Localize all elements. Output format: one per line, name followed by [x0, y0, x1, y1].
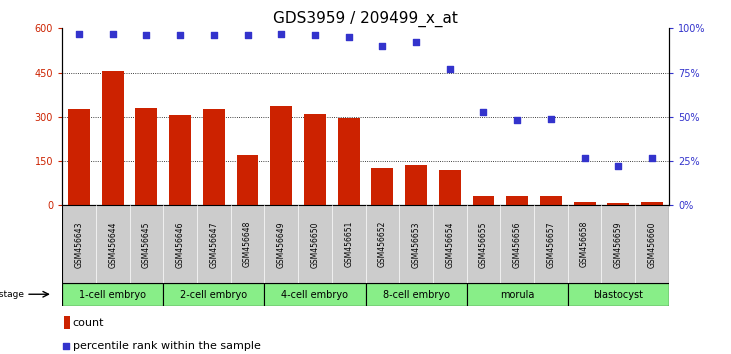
Point — [174, 33, 186, 38]
Text: GSM456653: GSM456653 — [412, 221, 420, 268]
Bar — [540, 196, 562, 205]
Text: count: count — [73, 318, 105, 328]
Text: percentile rank within the sample: percentile rank within the sample — [73, 341, 261, 351]
Bar — [439, 170, 461, 205]
Point — [60, 343, 72, 348]
Point — [444, 66, 455, 72]
Point — [208, 33, 219, 38]
Text: 2-cell embryo: 2-cell embryo — [181, 290, 247, 300]
Bar — [366, 283, 466, 306]
Point — [579, 155, 591, 160]
Text: morula: morula — [500, 290, 534, 300]
Bar — [371, 169, 393, 205]
Text: GSM456649: GSM456649 — [277, 221, 286, 268]
Point — [613, 164, 624, 169]
Bar — [265, 283, 366, 306]
Bar — [163, 283, 265, 306]
Text: GSM456647: GSM456647 — [209, 221, 219, 268]
Bar — [641, 202, 663, 205]
Bar — [405, 166, 427, 205]
Bar — [102, 71, 124, 205]
Text: GSM456644: GSM456644 — [108, 221, 117, 268]
Bar — [466, 283, 568, 306]
Text: GSM456645: GSM456645 — [142, 221, 151, 268]
Text: GSM456648: GSM456648 — [243, 221, 252, 268]
Bar — [135, 108, 157, 205]
Bar — [338, 118, 360, 205]
Text: development stage: development stage — [0, 290, 23, 299]
Text: GSM456657: GSM456657 — [546, 221, 556, 268]
Bar — [270, 107, 292, 205]
Bar — [472, 196, 494, 205]
Text: GSM456651: GSM456651 — [344, 221, 353, 268]
Bar — [237, 155, 259, 205]
Point — [477, 109, 489, 114]
Text: GSM456643: GSM456643 — [75, 221, 83, 268]
Bar — [64, 316, 70, 329]
Point — [107, 31, 118, 36]
Text: GSM456659: GSM456659 — [614, 221, 623, 268]
Title: GDS3959 / 209499_x_at: GDS3959 / 209499_x_at — [273, 11, 458, 27]
Text: GSM456646: GSM456646 — [175, 221, 185, 268]
Text: GSM456654: GSM456654 — [445, 221, 454, 268]
Bar — [568, 283, 669, 306]
Point — [140, 33, 152, 38]
Text: GSM456656: GSM456656 — [512, 221, 522, 268]
Text: 8-cell embryo: 8-cell embryo — [382, 290, 450, 300]
Bar — [68, 109, 90, 205]
Point — [410, 40, 422, 45]
Text: GSM456650: GSM456650 — [311, 221, 319, 268]
Point — [376, 43, 388, 49]
Text: GSM456652: GSM456652 — [378, 221, 387, 268]
Bar — [607, 203, 629, 205]
Bar — [507, 196, 528, 205]
Point — [343, 34, 355, 40]
Text: 1-cell embryo: 1-cell embryo — [79, 290, 146, 300]
Bar — [62, 283, 163, 306]
Text: blastocyst: blastocyst — [594, 290, 643, 300]
Point — [276, 31, 287, 36]
Point — [242, 33, 254, 38]
Bar — [169, 115, 191, 205]
Bar — [203, 109, 224, 205]
Point — [511, 118, 523, 123]
Point — [545, 116, 557, 121]
Bar — [574, 202, 596, 205]
Text: GSM456658: GSM456658 — [580, 221, 589, 268]
Point — [646, 155, 658, 160]
Point — [309, 33, 321, 38]
Bar — [304, 114, 326, 205]
Text: GSM456660: GSM456660 — [648, 221, 656, 268]
Text: 4-cell embryo: 4-cell embryo — [281, 290, 349, 300]
Point — [73, 31, 85, 36]
Text: GSM456655: GSM456655 — [479, 221, 488, 268]
